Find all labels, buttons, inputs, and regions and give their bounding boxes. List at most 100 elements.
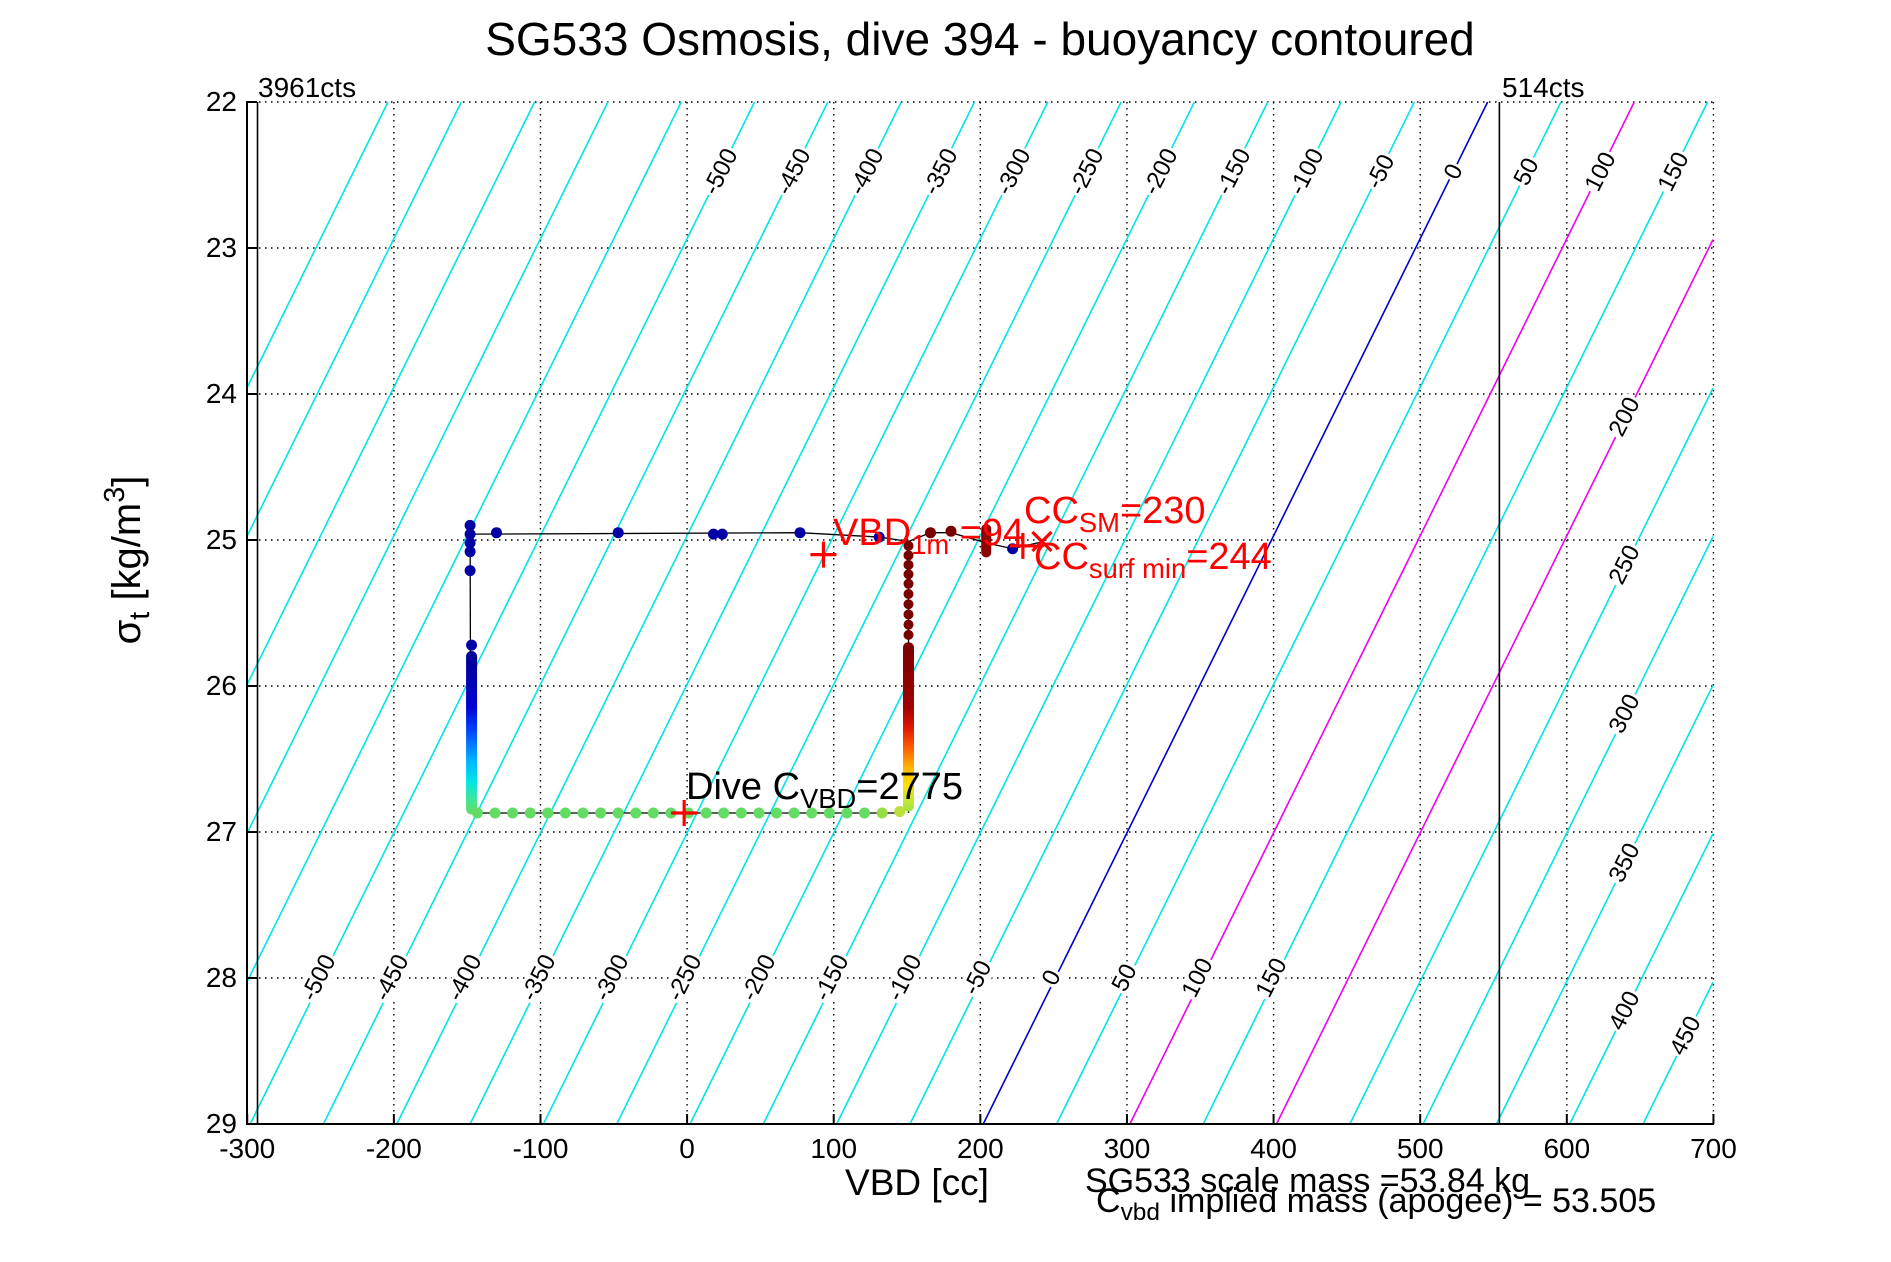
vbd-1m-main: VBD	[833, 512, 912, 554]
dive-cvbd-sub: VBD	[800, 782, 857, 814]
implied-mass-main: C	[1096, 1182, 1121, 1220]
contour-line-250	[1349, 387, 1714, 1125]
vbd-1m-sub: 1m	[911, 528, 950, 560]
contour-line-100	[1129, 101, 1635, 1125]
x-tick-label: 300	[1104, 1133, 1151, 1164]
surface-dot	[873, 531, 885, 543]
contour-line--500	[249, 101, 756, 1125]
ascent-bar	[902, 642, 914, 812]
ascent-dot	[903, 559, 914, 570]
dive-cvbd-value: =2775	[856, 766, 964, 808]
x-tick-label: 200	[957, 1133, 1004, 1164]
bottom-dot	[735, 807, 747, 819]
x-tick-label: 600	[1543, 1133, 1590, 1164]
contour-line-200	[1275, 239, 1714, 1125]
ylabel-units-close: ]	[104, 475, 149, 487]
bottom-dot	[542, 807, 554, 819]
surface-dot	[464, 546, 476, 558]
bottom-dot	[718, 807, 730, 819]
ylabel-sigma-sub: t	[124, 611, 157, 620]
x-axis-label: VBD [cc]	[845, 1162, 989, 1203]
bottom-dot	[630, 807, 642, 819]
contour-line-350	[1495, 684, 1714, 1125]
ylabel-units-sup: 3	[98, 486, 131, 503]
bottom-dot	[665, 807, 677, 819]
reference-lines	[256, 102, 1501, 1124]
markers	[671, 530, 1053, 827]
bottom-dot	[700, 807, 712, 819]
bottom-dot	[859, 807, 871, 819]
surface-dot	[464, 519, 476, 531]
x-tick-label: 700	[1690, 1133, 1737, 1164]
annotation-dive-cvbd: Dive CVBD=2775	[686, 766, 963, 815]
contour-line-50	[1055, 101, 1562, 1125]
cc-sm-sub: SM	[1078, 506, 1120, 538]
implied-mass-text: Cvbd implied mass (apogee) = 53.505	[1096, 1182, 1656, 1227]
bottom-dot	[894, 806, 906, 818]
scale-mass-text: SG533 scale mass =53.84 kg	[1085, 1162, 1531, 1200]
ascent-dot	[903, 578, 914, 589]
y-tick-label: 25	[206, 524, 237, 555]
contour-line--550	[246, 101, 682, 983]
contour-line-450	[1642, 981, 1714, 1125]
annotation-cc-surf-min: CCsurf min=244	[1034, 536, 1272, 585]
bottom-dot	[595, 807, 607, 819]
contour-line--50	[909, 101, 1416, 1125]
axes: -300 -200 -100 0 100 200 300 400 500 600 700 22 23 24…	[206, 86, 1737, 1164]
x-tick-label: 0	[679, 1133, 695, 1164]
left-counts-label: 3961cts	[258, 72, 357, 103]
descent-bar	[466, 650, 478, 815]
bottom-dot	[771, 807, 783, 819]
bottom-dot	[823, 807, 835, 819]
implied-mass-sub: vbd	[1120, 1198, 1161, 1226]
y-tick-label: 27	[206, 816, 237, 847]
bottom-dot	[647, 807, 659, 819]
x-tick-label: 400	[1250, 1133, 1297, 1164]
bottom-dot	[612, 807, 624, 819]
surface-dot	[794, 527, 806, 539]
y-tick-label: 23	[206, 232, 237, 263]
cc-sm-main: CC	[1024, 490, 1079, 532]
ascent-dot	[903, 629, 914, 640]
x-tick-label: -100	[512, 1133, 568, 1164]
contour-line--750	[246, 101, 389, 389]
contour-line--600	[246, 101, 609, 834]
vbd-1m-value: =94	[949, 512, 1025, 554]
bottom-dot	[559, 807, 571, 819]
ascent-dot	[903, 619, 914, 630]
ascent-dot	[903, 550, 914, 561]
contour-line-150	[1202, 101, 1709, 1125]
y-axis-label: σt [kg/m3]	[99, 476, 157, 645]
gridlines	[247, 101, 1715, 1124]
bottom-dot	[841, 807, 853, 819]
bottom-dot	[788, 807, 800, 819]
cc-surf-value: =244	[1186, 536, 1272, 578]
implied-mass-value: implied mass (apogee) = 53.505	[1160, 1182, 1657, 1220]
x-tick-label: 100	[810, 1133, 857, 1164]
marker-cross	[1031, 530, 1053, 553]
cc-sm-value: =230	[1119, 490, 1206, 532]
contour-line--200	[689, 101, 1196, 1125]
bottom-dot	[806, 807, 818, 819]
surface-dot	[490, 527, 502, 539]
annotation-cc-sm: CCSM=230	[1024, 490, 1206, 539]
cc-surf-main: CC	[1034, 536, 1089, 578]
surface-red-dot	[945, 525, 957, 537]
x-tick-label: -300	[219, 1133, 275, 1164]
bottom-dot	[471, 807, 483, 819]
contour-line-0	[982, 101, 1489, 1125]
y-tick-label: 29	[206, 1108, 237, 1139]
dive-track	[464, 519, 1044, 819]
contour-line--400	[396, 101, 902, 1125]
contour-line--650	[246, 101, 536, 686]
ascent-dot	[903, 540, 914, 551]
surface-cluster	[981, 523, 992, 558]
bottom-dot	[753, 807, 765, 819]
ascent-dot	[903, 599, 914, 610]
surface-dot	[707, 528, 719, 540]
chart-title: SG533 Osmosis, dive 394 - buoyancy conto…	[485, 13, 1475, 65]
bottom-dot	[489, 807, 501, 819]
ylabel-units: [kg/m	[104, 502, 149, 612]
